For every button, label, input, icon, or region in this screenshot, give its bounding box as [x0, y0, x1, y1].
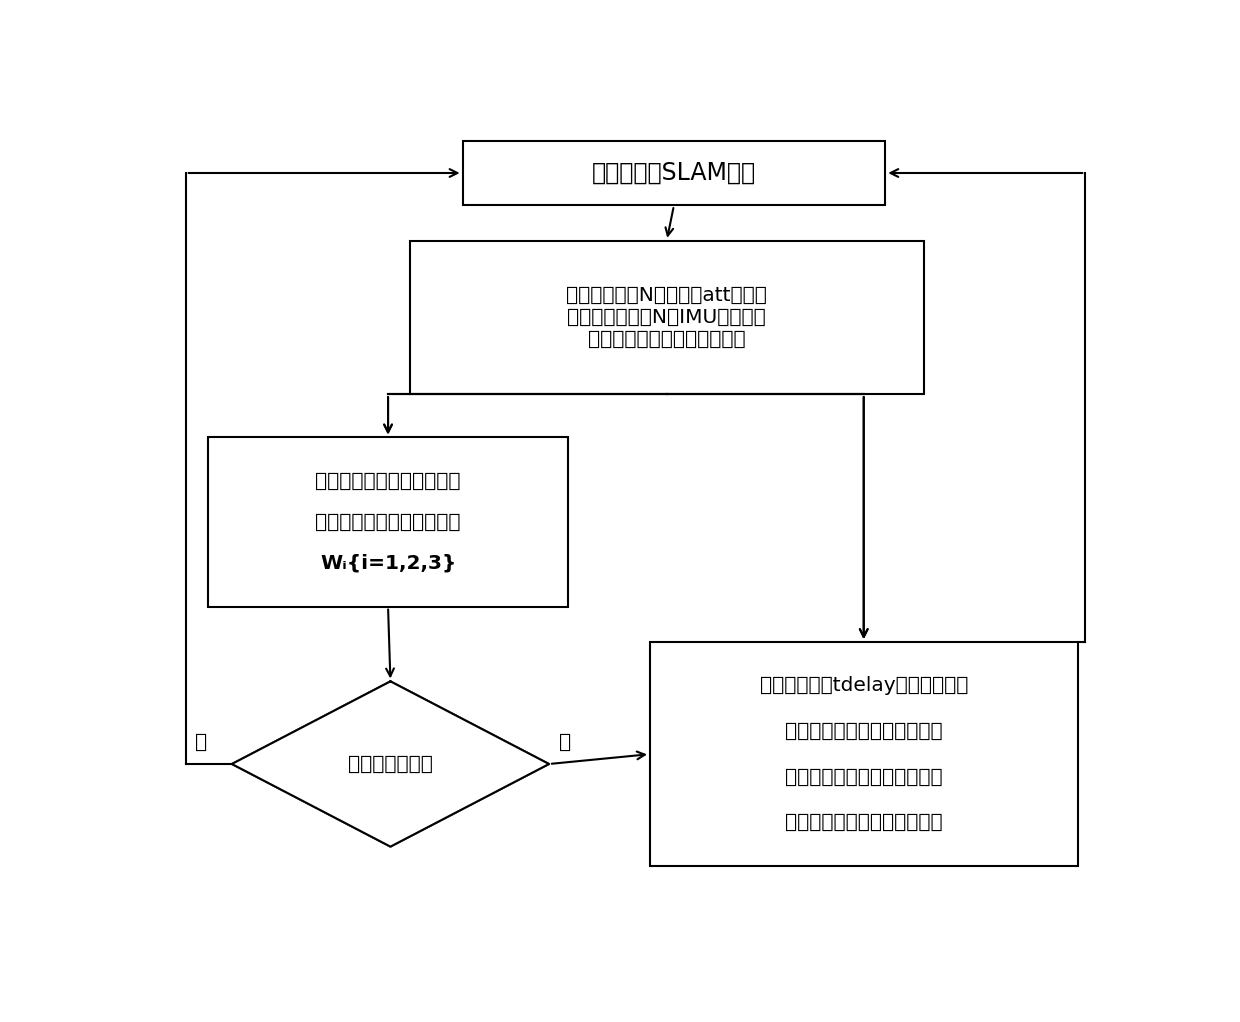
Text: 是: 是 [559, 733, 570, 752]
Polygon shape [232, 682, 549, 846]
Text: 建立一个包含N个姿态值att的滑动
窗口，存储包含N个IMU数据、运
动学参数滑动窗口，用于回溯: 建立一个包含N个姿态值att的滑动 窗口，存储包含N个IMU数据、运 动学参数滑… [567, 286, 768, 349]
Text: Wᵢ{i=1,2,3}: Wᵢ{i=1,2,3} [320, 554, 456, 572]
Bar [208, 437, 568, 607]
Text: 判断是否被绑架: 判断是否被绑架 [348, 754, 433, 774]
Text: 内的运动学参数，对纯惯导航: 内的运动学参数，对纯惯导航 [785, 722, 942, 741]
Text: 正常机器人SLAM算法: 正常机器人SLAM算法 [591, 161, 756, 185]
Bar [463, 141, 885, 205]
Text: 采用当前时刻tdelay之前滑动窗口: 采用当前时刻tdelay之前滑动窗口 [760, 677, 968, 695]
Text: 得到按降序排列的特征阈值: 得到按降序排列的特征阈值 [315, 512, 461, 531]
Text: 对窗口内姿态奇异值分解，: 对窗口内姿态奇异值分解， [315, 471, 461, 491]
Text: 算法采用加速追赶策略，回溯: 算法采用加速追赶策略，回溯 [785, 768, 942, 787]
Bar [650, 642, 1078, 867]
Text: 否: 否 [196, 733, 207, 752]
Text: 到当前时刻，得到正确的位姿: 到当前时刻，得到正确的位姿 [785, 814, 942, 832]
Bar [409, 240, 924, 394]
